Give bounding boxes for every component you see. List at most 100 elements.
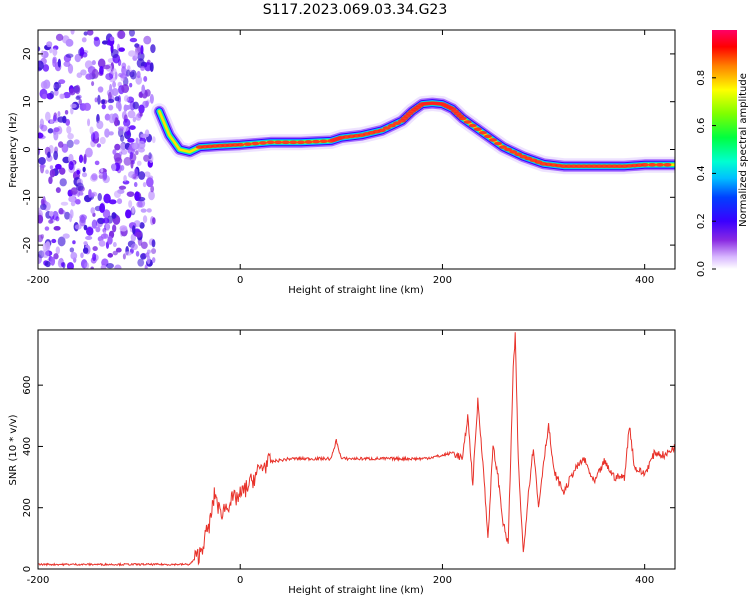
noise-blob [121, 83, 130, 94]
noise-blob [140, 133, 148, 139]
noise-blob [99, 65, 104, 75]
noise-blob [123, 175, 127, 182]
noise-blob [92, 246, 98, 252]
noise-blob [55, 187, 61, 194]
ridge-band [155, 99, 675, 171]
noise-blob [123, 104, 128, 112]
noise-blob [83, 224, 88, 231]
noise-blob [148, 190, 155, 201]
noise-blob [112, 81, 116, 88]
noise-blob [119, 143, 126, 152]
ridge-peak [499, 145, 508, 149]
noise-blob [74, 224, 82, 230]
ridge-peak [319, 139, 328, 144]
noise-blob [133, 168, 139, 177]
noise-blob [91, 60, 96, 66]
noise-blob [92, 252, 97, 262]
noise-blob [51, 238, 57, 244]
noise-blob [107, 235, 113, 245]
noise-blob [49, 90, 55, 99]
noise-blob [104, 128, 110, 138]
noise-blob [38, 46, 41, 52]
noise-blob [46, 41, 53, 48]
noise-blob [57, 110, 61, 117]
noise-blob [142, 215, 148, 223]
noise-blob [123, 118, 131, 127]
noise-blob [81, 37, 87, 43]
noise-blob [91, 68, 99, 79]
noise-blob [114, 143, 121, 151]
snr-frame [37, 329, 676, 570]
noise-blob [151, 239, 156, 248]
noise-blob [48, 219, 54, 224]
noise-blob [112, 250, 118, 256]
noise-blob [108, 113, 116, 124]
ridge-peak [468, 123, 477, 128]
noise-blob [59, 178, 67, 187]
spectrogram-xlabel: Height of straight line (km) [288, 285, 424, 296]
noise-blob [144, 264, 148, 269]
noise-blob [112, 149, 117, 155]
noise-blob [47, 151, 51, 158]
ridge-peak [494, 141, 503, 146]
noise-blob [99, 136, 106, 145]
noise-blob [86, 30, 94, 36]
noise-blob [81, 172, 88, 178]
noise-blob [141, 84, 146, 94]
noise-blob [69, 103, 77, 109]
noise-blob [138, 140, 146, 150]
noise-blob [127, 110, 136, 119]
noise-blob [68, 153, 74, 164]
ridge-peak [648, 162, 657, 167]
noise-blob [146, 208, 152, 213]
noise-blob [129, 151, 134, 160]
noise-blob [63, 91, 71, 99]
noise-blob [101, 99, 106, 105]
noise-blob [38, 234, 44, 243]
ridge-peak [274, 140, 283, 145]
y-tick-label: 10 [22, 95, 33, 108]
noise-blob [112, 242, 117, 248]
noise-blob [108, 131, 114, 136]
noise-blob [70, 252, 78, 260]
noise-blob [55, 163, 62, 170]
noise-blob [67, 132, 74, 140]
noise-blob [60, 201, 69, 206]
noise-blob [143, 39, 150, 44]
noise-blob [133, 182, 138, 188]
noise-blob [38, 132, 44, 139]
noise-blob [118, 185, 127, 190]
noise-blob [95, 226, 101, 233]
noise-blob [129, 82, 133, 88]
noise-blob [65, 53, 74, 58]
noise-blob [134, 191, 140, 201]
noise-blob [115, 101, 120, 109]
noise-blob [83, 153, 87, 163]
noise-blob [42, 64, 50, 72]
noise-blob [57, 141, 64, 148]
noise-blob [109, 83, 113, 93]
noise-blob [65, 38, 74, 47]
noise-blob [66, 125, 72, 134]
noise-blob [127, 138, 135, 143]
noise-blob [139, 112, 143, 117]
noise-blob [52, 115, 57, 122]
ridge-peak [483, 134, 492, 139]
noise-blob [138, 171, 146, 180]
noise-blob [44, 261, 51, 268]
noise-blob [130, 243, 138, 251]
x-tick-label: 0 [237, 275, 243, 286]
noise-blob [85, 73, 93, 80]
noise-blob [44, 226, 50, 231]
noise-blob [69, 247, 75, 253]
noise-blob [131, 205, 135, 214]
noise-blob [96, 120, 104, 130]
x-tick-label: 400 [635, 575, 654, 586]
ridge-peak [382, 126, 391, 130]
noise-blob [128, 30, 135, 37]
noise-blob [146, 255, 151, 265]
ridge-peak [304, 140, 313, 144]
x-tick-label: -200 [27, 275, 50, 286]
noise-blob [97, 193, 102, 202]
noise-blob [101, 40, 108, 45]
